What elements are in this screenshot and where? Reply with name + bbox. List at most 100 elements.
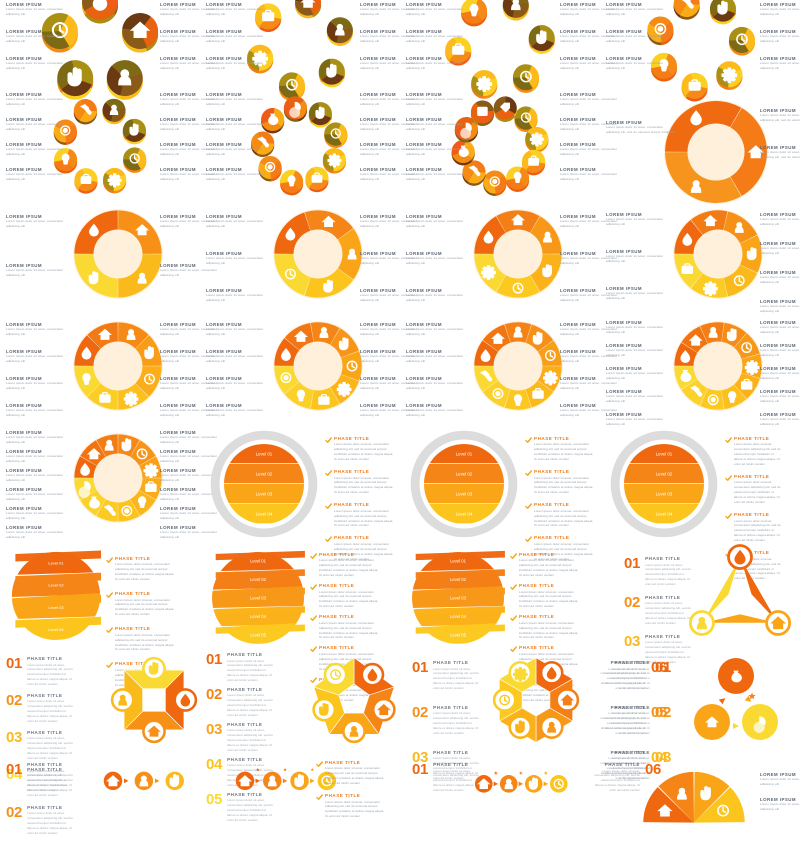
triangle-segment[interactable] <box>701 556 741 624</box>
number-item[interactable]: 02 PHASE TITLE Lorem ipsum dolor sit amet,… <box>624 595 691 626</box>
phase-title: PHASE TITLE <box>227 652 263 657</box>
donut-segment[interactable] <box>474 366 499 392</box>
number-item[interactable]: PHASE TITLE Lorem ipsum dolor sit amet, c… <box>604 750 671 781</box>
lorem-body: Lorem ipsum dolor sit amet, consectetur … <box>6 34 64 43</box>
phase-title: PHASE TITLE <box>334 535 370 541</box>
donut-segment[interactable] <box>130 440 156 466</box>
number-item[interactable]: 01 PHASE TITLE Lorem ipsum dolor sit amet,… <box>412 660 479 691</box>
lorem-body: Lorem ipsum dolor sit amet, consectetur … <box>760 217 800 226</box>
phase-title: PHASE TITLE <box>734 474 770 480</box>
check-icon <box>325 469 332 476</box>
number-item[interactable]: PHASE TITLE Lorem ipsum dolor sit amet, c… <box>604 660 671 691</box>
level-band[interactable] <box>222 463 306 484</box>
phase-body: Lorem ipsum dolor sit amet, consectetur … <box>433 666 479 691</box>
triangle-segment[interactable] <box>701 613 779 624</box>
user-icon <box>511 0 521 11</box>
user-icon <box>349 725 359 737</box>
level-band[interactable] <box>622 484 706 504</box>
donut-segment[interactable] <box>723 264 758 297</box>
number-item[interactable]: PHASE TITLE Lorem ipsum dolor sit amet, c… <box>600 705 667 736</box>
level-band[interactable] <box>422 484 506 504</box>
number-item[interactable]: 02 PHASE TITLE Lorem ipsum dolor sit amet,… <box>412 705 479 736</box>
check-icon <box>510 615 517 621</box>
pie-chart-3d <box>305 166 329 193</box>
lorem-heading: LOREM IPSUM <box>760 2 796 7</box>
number-item[interactable]: 03 PHASE TITLE Lorem ipsum dolor sit amet,… <box>6 730 73 761</box>
lorem-body: Lorem ipsum dolor sit amet, consectetur … <box>406 147 464 156</box>
donut-segment[interactable] <box>730 108 767 196</box>
lorem-body: Lorem ipsum dolor sit amet, consectetur … <box>760 275 800 284</box>
number-item[interactable]: 04 PHASE TITLE Lorem ipsum dolor sit amet,… <box>6 767 73 798</box>
triangle-segment[interactable] <box>739 556 779 624</box>
number-item[interactable]: 01 PHASE TITLE Lorem ipsum dolor sit amet,… <box>412 762 479 793</box>
number-item[interactable]: 01 PHASE TITLE Lorem ipsum dolor sit amet,… <box>6 762 73 793</box>
level-band-tab <box>215 624 305 634</box>
level-label: Level 04 <box>450 614 467 619</box>
number-item[interactable]: PHASE TITLE Lorem ipsum dolor sit amet, c… <box>594 762 661 793</box>
donut-segment[interactable] <box>341 351 362 381</box>
pie-chart-3d <box>324 122 348 148</box>
donut-segment[interactable] <box>665 152 742 203</box>
number-item[interactable]: 03 PHASE TITLE Lorem ipsum dolor sit amet,… <box>412 750 479 781</box>
number-item[interactable]: PHASE TITLE Lorem ipsum dolor sit amet, c… <box>600 750 667 781</box>
level-band[interactable] <box>622 463 706 484</box>
donut-segment[interactable] <box>681 379 708 406</box>
bulb-icon <box>137 496 147 508</box>
number-item[interactable]: PHASE TITLE Lorem ipsum dolor sit amet, c… <box>600 660 667 691</box>
number-item[interactable]: 03 PHASE TITLE Lorem ipsum dolor sit amet,… <box>206 722 273 753</box>
lorem-body: Lorem ipsum dolor sit amet, consectetur … <box>360 7 418 16</box>
level-band[interactable] <box>222 484 306 504</box>
lorem-body: Lorem ipsum dolor sit amet, consectetur … <box>360 293 418 302</box>
pie-chart-3d <box>322 148 346 174</box>
pie-slice <box>648 16 672 30</box>
number-item[interactable]: 01 PHASE TITLE Lorem ipsum dolor sit amet,… <box>6 656 73 687</box>
level-label: Level 02 <box>256 472 273 477</box>
level-band[interactable] <box>422 463 506 484</box>
number-item[interactable]: PHASE TITLE Lorem ipsum dolor sit amet, c… <box>604 705 671 736</box>
pie-slice <box>259 155 280 168</box>
donut-segment[interactable] <box>665 101 742 152</box>
lorem-body: Lorem ipsum dolor sit amet, consectetur … <box>406 7 464 16</box>
donut-segment[interactable] <box>96 499 118 522</box>
number-item[interactable]: 01 PHASE TITLE Lorem ipsum dolor sit amet,… <box>206 652 273 683</box>
number-item[interactable]: 02 PHASE TITLE Lorem ipsum dolor sit amet,… <box>206 687 273 718</box>
number-item[interactable]: 03 PHASE TITLE Lorem ipsum dolor sit amet,… <box>624 634 691 665</box>
check-icon-wrap <box>525 436 532 443</box>
number-item[interactable]: 02 PHASE TITLE Lorem ipsum dolor sit amet,… <box>6 693 73 724</box>
number-item[interactable]: 02 PHASE TITLE Lorem ipsum dolor sit amet,… <box>6 805 73 836</box>
circle-flow-diagram <box>474 771 568 793</box>
lorem-body: Lorem ipsum dolor sit amet, consectetur … <box>360 97 418 106</box>
donut-segment[interactable] <box>135 366 162 397</box>
number-item[interactable]: 01 PHASE TITLE Lorem ipsum dolor sit amet,… <box>624 556 691 587</box>
